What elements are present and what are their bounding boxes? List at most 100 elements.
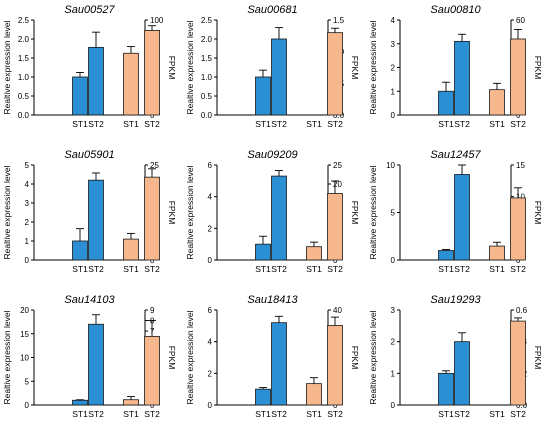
bar [255, 76, 271, 116]
category-label: ST1 [123, 409, 139, 419]
left-tick-label: 0 [391, 111, 396, 120]
bar [438, 372, 454, 406]
right-tick-label: 9 [150, 306, 155, 315]
bar [255, 243, 271, 261]
left-tick-label: 1.0 [18, 73, 30, 82]
right-axis-title: FPKM [167, 56, 177, 80]
bar [123, 238, 139, 261]
left-axis-title: Realtive expression level [185, 20, 195, 114]
chart-panel: Sau14103051015200123456789Realtive expre… [2, 294, 177, 419]
category-label: ST1 [123, 264, 139, 274]
bar [88, 46, 104, 116]
category-label: ST1 [489, 264, 505, 274]
bar [144, 335, 160, 406]
left-axis-title: Realtive expression level [2, 310, 12, 404]
category-label: ST1 [255, 409, 271, 419]
category-label: ST2 [144, 119, 160, 129]
left-tick-label: 0.5 [18, 92, 30, 101]
category-label: ST1 [255, 119, 271, 129]
right-axis-title: FPKM [533, 201, 543, 225]
left-axis-title: Realtive expression level [2, 20, 12, 114]
left-axis-title: Realtive expression level [368, 20, 378, 114]
category-label: ST2 [510, 119, 526, 129]
right-tick-label: 0.0 [516, 401, 528, 410]
category-label: ST2 [327, 119, 343, 129]
left-tick-label: 10 [20, 354, 29, 363]
right-tick-label: 0 [150, 256, 155, 265]
left-tick-label: 0 [25, 401, 30, 410]
category-label: ST2 [327, 264, 343, 274]
bar [489, 245, 505, 261]
left-tick-label: 2 [25, 218, 30, 227]
category-label: ST1 [123, 119, 139, 129]
bar [327, 193, 343, 261]
chart-panel: Sau059010123450510152025Realtive express… [2, 149, 177, 274]
category-label: ST1 [438, 409, 454, 419]
left-tick-label: 0 [208, 401, 213, 410]
chart-title: Sau14103 [64, 294, 115, 306]
left-tick-label: 4 [208, 193, 213, 202]
chart-title: Sau12457 [430, 149, 481, 161]
category-label: ST2 [88, 119, 104, 129]
category-label: ST1 [489, 119, 505, 129]
bar [438, 90, 454, 116]
right-tick-label: 7 [150, 327, 155, 336]
left-tick-label: 1.5 [201, 54, 213, 63]
category-label: ST1 [72, 409, 88, 419]
left-tick-label: 0.5 [201, 92, 213, 101]
right-tick-label: 60 [516, 16, 525, 25]
right-tick-label: 25 [333, 161, 342, 170]
left-axis-title: Realtive expression level [368, 165, 378, 259]
bar [510, 197, 526, 261]
bar [72, 399, 88, 406]
category-label: ST2 [454, 264, 470, 274]
left-tick-label: 2 [208, 369, 213, 378]
bar [454, 341, 470, 406]
right-tick-label: 0 [150, 401, 155, 410]
right-axis-title: FPKM [350, 346, 360, 370]
left-tick-label: 2.5 [18, 16, 30, 25]
left-tick-label: 6 [208, 161, 213, 170]
left-tick-label: 4 [25, 180, 30, 189]
right-tick-label: 15 [516, 161, 525, 170]
category-label: ST1 [255, 264, 271, 274]
bar [489, 89, 505, 116]
right-tick-label: 1.5 [333, 16, 345, 25]
right-tick-label: 40 [333, 306, 342, 315]
left-tick-label: 1 [25, 237, 30, 246]
bar [144, 176, 160, 261]
chart-title: Sau18413 [247, 294, 298, 306]
right-tick-label: 10 [516, 193, 525, 202]
left-tick-label: 3 [25, 199, 30, 208]
bar [255, 388, 271, 406]
right-tick-label: 8 [150, 317, 155, 326]
left-tick-label: 10 [386, 161, 395, 170]
bar [88, 179, 104, 261]
chart-panel: Sau006810.00.51.01.52.02.50.00.51.01.5Re… [185, 4, 360, 129]
chart-panel: Sau184130246010203040Realtive expression… [185, 294, 360, 419]
left-tick-label: 3 [391, 40, 396, 49]
left-tick-label: 0.0 [18, 111, 30, 120]
category-label: ST2 [144, 264, 160, 274]
right-axis-title: FPKM [533, 346, 543, 370]
left-tick-label: 5 [25, 377, 30, 386]
left-tick-label: 2 [391, 64, 396, 73]
left-tick-label: 1.5 [18, 54, 30, 63]
chart-title: Sau05901 [64, 149, 114, 161]
right-tick-label: 0.6 [516, 306, 528, 315]
bar [72, 240, 88, 261]
right-axis-title: FPKM [350, 56, 360, 80]
left-tick-label: 2.0 [18, 35, 30, 44]
left-tick-label: 4 [208, 338, 213, 347]
bar [438, 250, 454, 261]
category-label: ST1 [72, 119, 88, 129]
left-tick-label: 2.0 [201, 35, 213, 44]
left-tick-label: 20 [20, 306, 29, 315]
left-tick-label: 2 [391, 338, 396, 347]
chart-panel: Sau0920902460510152025Realtive expressio… [185, 149, 360, 274]
right-tick-label: 0 [333, 401, 338, 410]
left-tick-label: 4 [391, 16, 396, 25]
chart-title: Sau19293 [430, 294, 481, 306]
right-axis-title: FPKM [167, 346, 177, 370]
